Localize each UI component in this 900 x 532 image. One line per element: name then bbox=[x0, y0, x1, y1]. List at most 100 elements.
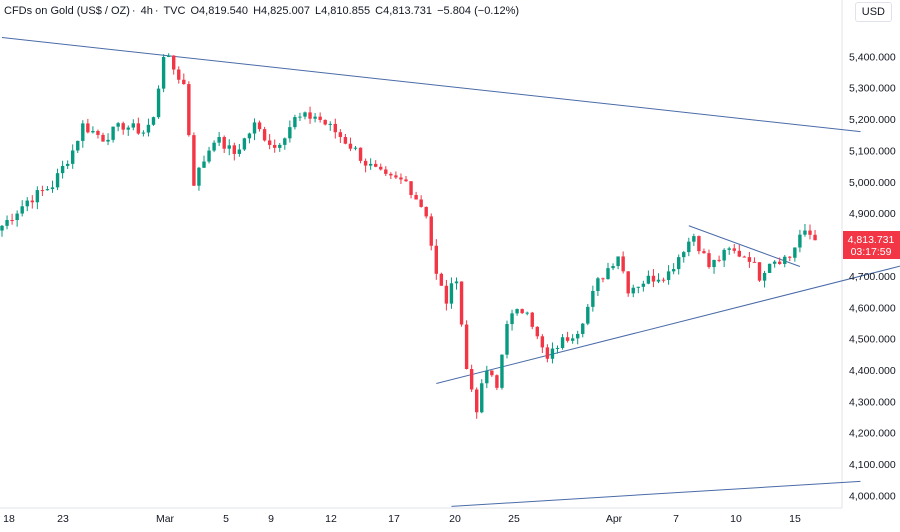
candle[interactable] bbox=[187, 81, 191, 137]
candle[interactable] bbox=[778, 257, 782, 265]
trendline-bottom-line[interactable] bbox=[451, 480, 861, 507]
candle[interactable] bbox=[374, 160, 378, 168]
candle[interactable] bbox=[40, 185, 45, 196]
candle[interactable] bbox=[500, 354, 504, 390]
candle[interactable] bbox=[131, 119, 135, 131]
symbol-name[interactable]: CFDs on Gold (US$ / OZ) bbox=[4, 5, 130, 17]
candle[interactable] bbox=[808, 224, 812, 240]
candle[interactable] bbox=[560, 334, 565, 350]
candle[interactable] bbox=[298, 112, 302, 121]
candle[interactable] bbox=[313, 113, 317, 123]
candle[interactable] bbox=[515, 308, 519, 316]
candle[interactable] bbox=[177, 66, 181, 84]
candle[interactable] bbox=[146, 118, 151, 137]
candle[interactable] bbox=[212, 140, 216, 153]
candle[interactable] bbox=[389, 172, 393, 179]
candle[interactable] bbox=[464, 320, 469, 370]
candle[interactable] bbox=[0, 225, 4, 237]
candle[interactable] bbox=[591, 285, 595, 312]
candle[interactable] bbox=[727, 246, 731, 255]
candle[interactable] bbox=[626, 271, 630, 297]
candle[interactable] bbox=[328, 121, 332, 131]
candle[interactable] bbox=[5, 215, 9, 230]
candle[interactable] bbox=[469, 364, 474, 393]
candle[interactable] bbox=[252, 118, 257, 141]
candle[interactable] bbox=[197, 166, 201, 191]
candle[interactable] bbox=[20, 200, 24, 217]
candle[interactable] bbox=[742, 255, 747, 258]
candle[interactable] bbox=[156, 85, 161, 119]
trendline-flag-upper[interactable] bbox=[688, 225, 801, 267]
candle[interactable] bbox=[611, 263, 615, 271]
candle[interactable] bbox=[767, 263, 772, 274]
candle[interactable] bbox=[207, 146, 211, 164]
candle[interactable] bbox=[384, 166, 388, 176]
candle[interactable] bbox=[273, 139, 277, 153]
candle[interactable] bbox=[323, 119, 327, 126]
candle[interactable] bbox=[25, 197, 29, 212]
candle[interactable] bbox=[545, 344, 550, 363]
candle[interactable] bbox=[459, 281, 464, 327]
candle[interactable] bbox=[752, 257, 757, 263]
candle[interactable] bbox=[661, 277, 666, 283]
candle[interactable] bbox=[616, 256, 620, 270]
candle[interactable] bbox=[666, 265, 671, 285]
candle[interactable] bbox=[525, 311, 529, 316]
candle[interactable] bbox=[424, 206, 428, 219]
candle[interactable] bbox=[267, 134, 272, 150]
candle[interactable] bbox=[550, 342, 555, 364]
candle[interactable] bbox=[136, 117, 141, 135]
candle[interactable] bbox=[182, 73, 186, 85]
candle[interactable] bbox=[363, 158, 368, 173]
candle[interactable] bbox=[394, 171, 398, 179]
candle[interactable] bbox=[283, 137, 287, 150]
candle[interactable] bbox=[343, 133, 348, 145]
candle[interactable] bbox=[368, 158, 373, 170]
candle[interactable] bbox=[737, 245, 741, 258]
candle[interactable] bbox=[106, 133, 110, 146]
candle[interactable] bbox=[10, 213, 14, 225]
candle[interactable] bbox=[60, 160, 65, 179]
candle[interactable] bbox=[35, 186, 40, 210]
candle[interactable] bbox=[121, 121, 125, 135]
candle[interactable] bbox=[717, 255, 721, 263]
candle[interactable] bbox=[631, 284, 635, 298]
candle[interactable] bbox=[454, 277, 459, 290]
candle[interactable] bbox=[565, 331, 570, 343]
candle[interactable] bbox=[475, 387, 479, 419]
candle[interactable] bbox=[338, 129, 343, 143]
candle[interactable] bbox=[161, 54, 166, 93]
candle[interactable] bbox=[480, 379, 484, 414]
candle[interactable] bbox=[278, 142, 282, 152]
candle[interactable] bbox=[65, 160, 70, 169]
candle[interactable] bbox=[540, 334, 545, 354]
candle[interactable] bbox=[293, 114, 297, 130]
interval[interactable]: 4h bbox=[140, 5, 153, 17]
candle[interactable] bbox=[333, 118, 337, 139]
candle[interactable] bbox=[434, 239, 438, 280]
candle[interactable] bbox=[30, 195, 34, 209]
candle[interactable] bbox=[636, 286, 640, 294]
candle[interactable] bbox=[50, 180, 55, 193]
candle[interactable] bbox=[353, 145, 358, 151]
candle[interactable] bbox=[707, 249, 711, 269]
candle[interactable] bbox=[788, 256, 792, 262]
price-scale[interactable]: 5,400.000 5,300.000 5,200.000 5,100.000 5,00… bbox=[849, 51, 896, 502]
candle[interactable] bbox=[116, 121, 120, 132]
candle[interactable] bbox=[414, 191, 418, 200]
candle[interactable] bbox=[141, 130, 146, 137]
candle[interactable] bbox=[439, 272, 444, 286]
candle[interactable] bbox=[419, 195, 423, 208]
candle[interactable] bbox=[596, 276, 600, 297]
trendline-lower-support[interactable] bbox=[436, 263, 900, 384]
candle[interactable] bbox=[237, 143, 242, 157]
candle[interactable] bbox=[126, 125, 130, 136]
candle[interactable] bbox=[641, 280, 646, 292]
candle[interactable] bbox=[76, 140, 80, 154]
candle[interactable] bbox=[172, 55, 176, 75]
candle[interactable] bbox=[111, 126, 115, 143]
candle[interactable] bbox=[81, 120, 85, 148]
candle[interactable] bbox=[712, 259, 716, 274]
currency-selector[interactable]: USD bbox=[854, 2, 892, 22]
